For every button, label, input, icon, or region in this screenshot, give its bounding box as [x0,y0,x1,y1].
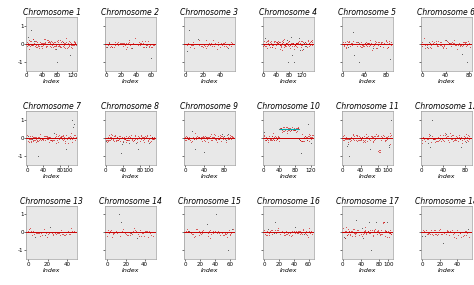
Title: Chromosome 6: Chromosome 6 [417,8,474,17]
Title: Chromosome 18: Chromosome 18 [415,197,474,205]
Title: Chromosome 2: Chromosome 2 [101,8,159,17]
X-axis label: Index: Index [122,174,139,179]
Title: Chromosome 9: Chromosome 9 [181,102,238,111]
Title: Chromosome 14: Chromosome 14 [99,197,162,205]
Title: Chromosome 16: Chromosome 16 [257,197,320,205]
X-axis label: Index: Index [280,80,297,84]
X-axis label: Index: Index [280,174,297,179]
Title: Chromosome 10: Chromosome 10 [257,102,320,111]
X-axis label: Index: Index [358,174,376,179]
X-axis label: Index: Index [43,80,60,84]
X-axis label: Index: Index [122,80,139,84]
X-axis label: Index: Index [43,174,60,179]
X-axis label: Index: Index [358,80,376,84]
Title: Chromosome 8: Chromosome 8 [101,102,159,111]
X-axis label: Index: Index [201,174,218,179]
X-axis label: Index: Index [438,268,455,273]
X-axis label: Index: Index [358,268,376,273]
X-axis label: Index: Index [201,80,218,84]
Title: Chromosome 1: Chromosome 1 [23,8,81,17]
Title: Chromosome 15: Chromosome 15 [178,197,241,205]
X-axis label: Index: Index [438,80,455,84]
X-axis label: Index: Index [280,268,297,273]
Title: Chromosome 5: Chromosome 5 [338,8,396,17]
Title: Chromosome 4: Chromosome 4 [259,8,317,17]
Title: Chromosome 17: Chromosome 17 [336,197,399,205]
Title: Chromosome 13: Chromosome 13 [20,197,83,205]
X-axis label: Index: Index [438,174,455,179]
Title: Chromosome 12: Chromosome 12 [415,102,474,111]
X-axis label: Index: Index [201,268,218,273]
X-axis label: Index: Index [43,268,60,273]
Title: Chromosome 11: Chromosome 11 [336,102,399,111]
Title: Chromosome 3: Chromosome 3 [181,8,238,17]
X-axis label: Index: Index [122,268,139,273]
Title: Chromosome 7: Chromosome 7 [23,102,81,111]
